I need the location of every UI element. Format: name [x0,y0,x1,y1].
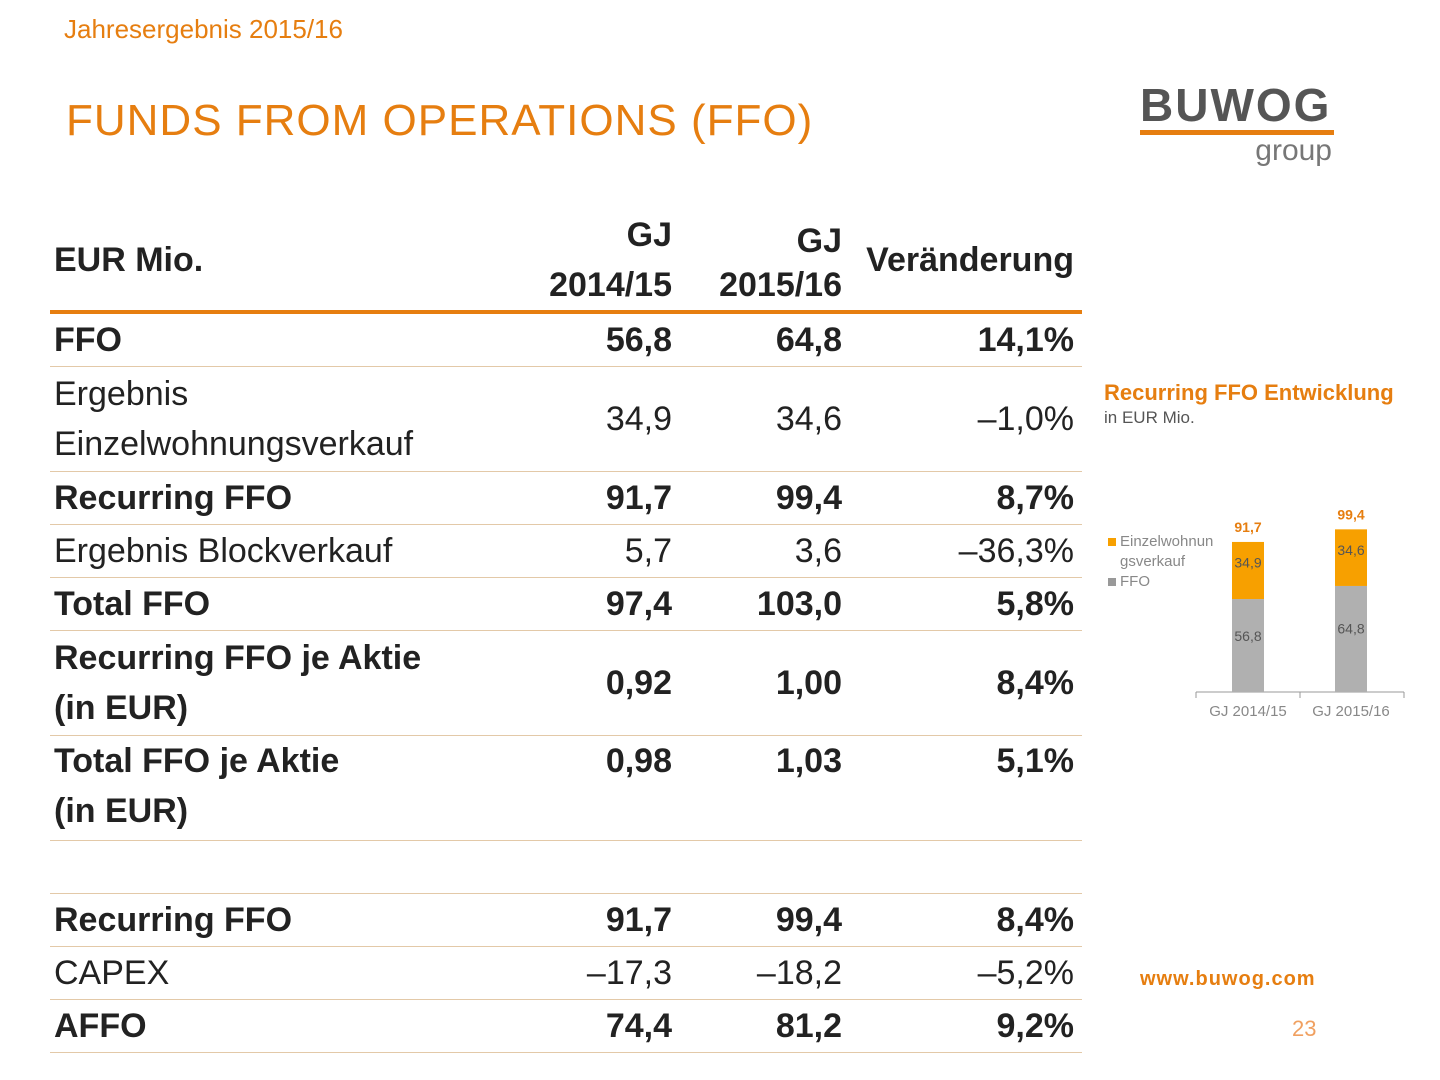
row-label-line2: (in EUR) [54,792,189,830]
row-value-2014-15: 91,7 [530,893,680,947]
row-value-2015-16: 103,0 [680,577,850,631]
row-value-2015-16: 99,4 [680,471,850,525]
recurring-ffo-chart: Recurring FFO Entwicklung in EUR Mio. Ei… [1100,376,1430,726]
x-tick-label: GJ 2014/15 [1209,703,1287,720]
legend-label: Einzelwohnungsverkauf [1120,533,1214,570]
bar-label-ffo: 56,8 [1234,628,1261,644]
row-value-2014-15: 0,92 [530,630,680,736]
row-value-2015-16: 99,4 [680,893,850,947]
bar-einzelwohnungsverkauf [1232,541,1264,600]
bar-total-label: 99,4 [1337,506,1364,522]
table-row: Ergebnis Einzelwohnungsverkauf 34,9 34,6… [50,366,1082,472]
website-url: www.buwog.com [1140,968,1316,990]
bar-ffo [1335,585,1367,692]
row-change: 8,7% [850,471,1082,525]
header-gj-2015-16-line1: GJ [796,222,842,260]
header-veraenderung: Veränderung [850,210,1082,314]
header-gj-2014-15-line2: 2014/15 [549,266,672,304]
row-label: Ergebnis Einzelwohnungsverkauf [50,366,530,472]
chart-legend: Einzelwohnungsverkauf FFO [1108,532,1218,592]
row-value-2015-16: 1,00 [680,630,850,736]
page-number: 23 [1292,1016,1317,1041]
row-label-line1: Recurring FFO je Aktie [54,639,422,677]
row-value-2014-15: 34,9 [530,366,680,472]
row-value-2015-16: 3,6 [680,524,850,578]
row-label-line1: Total FFO je Aktie [54,742,340,780]
row-change: 5,8% [850,577,1082,631]
chart-unit: in EUR Mio. [1104,408,1195,427]
header-unit: EUR Mio. [50,210,530,314]
row-value-2014-15: 97,4 [530,577,680,631]
row-label: FFO [50,312,530,367]
row-change: –36,3% [850,524,1082,578]
ffo-table: EUR Mio. GJ 2014/15 GJ 2015/16 Veränderu… [50,210,1082,1053]
chart-plot: 56,8 34,9 91,7 GJ 2014/15 64,8 34,6 99,4 GJ 201… [1195,506,1405,720]
table-row: Total FFO 97,4 103,0 5,8% [50,577,1082,631]
table-row: Recurring FFO 91,7 99,4 8,4% [50,893,1082,947]
row-label-line2: Einzelwohnungsverkauf [54,425,414,463]
row-label: Total FFO je Aktie (in EUR) [50,735,530,841]
row-label-line1: Ergebnis [54,375,189,413]
table-spacer-row [50,840,1082,894]
row-value-2015-16: 1,03 [680,735,850,841]
header-gj-2015-16-line2: 2015/16 [719,266,842,304]
logo-subtitle: group [1255,134,1332,167]
header-gj-2015-16: GJ 2015/16 [680,210,850,314]
row-value-2015-16: 81,2 [680,999,850,1053]
row-label: Recurring FFO [50,893,530,947]
bar-label-ffo: 64,8 [1337,621,1364,637]
table-row: Ergebnis Blockverkauf 5,7 3,6 –36,3% [50,524,1082,578]
table-row: Total FFO je Aktie (in EUR) 0,98 1,03 5,… [50,735,1082,841]
table-header-row: EUR Mio. GJ 2014/15 GJ 2015/16 Veränderu… [50,210,1082,314]
row-value-2014-15: –17,3 [530,946,680,1000]
bar-label-einzelwohnungsverkauf: 34,9 [1234,555,1261,571]
row-value-2014-15: 56,8 [530,312,680,367]
bar-einzelwohnungsverkauf [1335,529,1367,586]
chart-title: Recurring FFO Entwicklung [1104,380,1394,405]
table-row: FFO 56,8 64,8 14,1% [50,312,1082,367]
table-row: AFFO 74,4 81,2 9,2% [50,999,1082,1053]
header-gj-2014-15: GJ 2014/15 [530,210,680,314]
row-label: Recurring FFO [50,471,530,525]
bar-total-label: 91,7 [1234,519,1261,535]
table-row: Recurring FFO je Aktie (in EUR) 0,92 1,0… [50,630,1082,736]
row-change: 9,2% [850,999,1082,1053]
logo-underline [1140,130,1334,135]
legend-item-einzelwohnungsverkauf: Einzelwohnungsverkauf [1108,532,1218,572]
row-value-2015-16: 64,8 [680,312,850,367]
row-change: 14,1% [850,312,1082,367]
table-row: CAPEX –17,3 –18,2 –5,2% [50,946,1082,1000]
table-row: Recurring FFO 91,7 99,4 8,7% [50,471,1082,525]
row-value-2015-16: 34,6 [680,366,850,472]
row-change: –1,0% [850,366,1082,472]
row-value-2015-16: –18,2 [680,946,850,1000]
buwog-logo: BUWOG group [1140,82,1336,167]
row-change: 8,4% [850,893,1082,947]
row-label: AFFO [50,999,530,1053]
row-label: Total FFO [50,577,530,631]
slide-title: FUNDS FROM OPERATIONS (FFO) [66,96,814,145]
row-value-2014-15: 91,7 [530,471,680,525]
legend-swatch-gray [1108,578,1116,586]
row-value-2014-15: 74,4 [530,999,680,1053]
bar-ffo [1232,599,1264,692]
row-change: 5,1% [850,735,1082,841]
header-gj-2014-15-line1: GJ [626,216,672,254]
logo-wordmark: BUWOG [1140,79,1332,131]
row-label-line2: (in EUR) [54,689,189,727]
row-label: Ergebnis Blockverkauf [50,524,530,578]
row-change: –5,2% [850,946,1082,1000]
presentation-subtitle: Jahresergebnis 2015/16 [64,14,343,44]
row-value-2014-15: 0,98 [530,735,680,841]
bar-label-einzelwohnungsverkauf: 34,6 [1337,542,1364,558]
row-change: 8,4% [850,630,1082,736]
legend-item-ffo: FFO [1108,572,1218,592]
row-label: Recurring FFO je Aktie (in EUR) [50,630,530,736]
row-label: CAPEX [50,946,530,1000]
legend-label: FFO [1120,573,1150,590]
row-value-2014-15: 5,7 [530,524,680,578]
legend-swatch-orange [1108,538,1116,546]
x-tick-label: GJ 2015/16 [1312,703,1390,720]
